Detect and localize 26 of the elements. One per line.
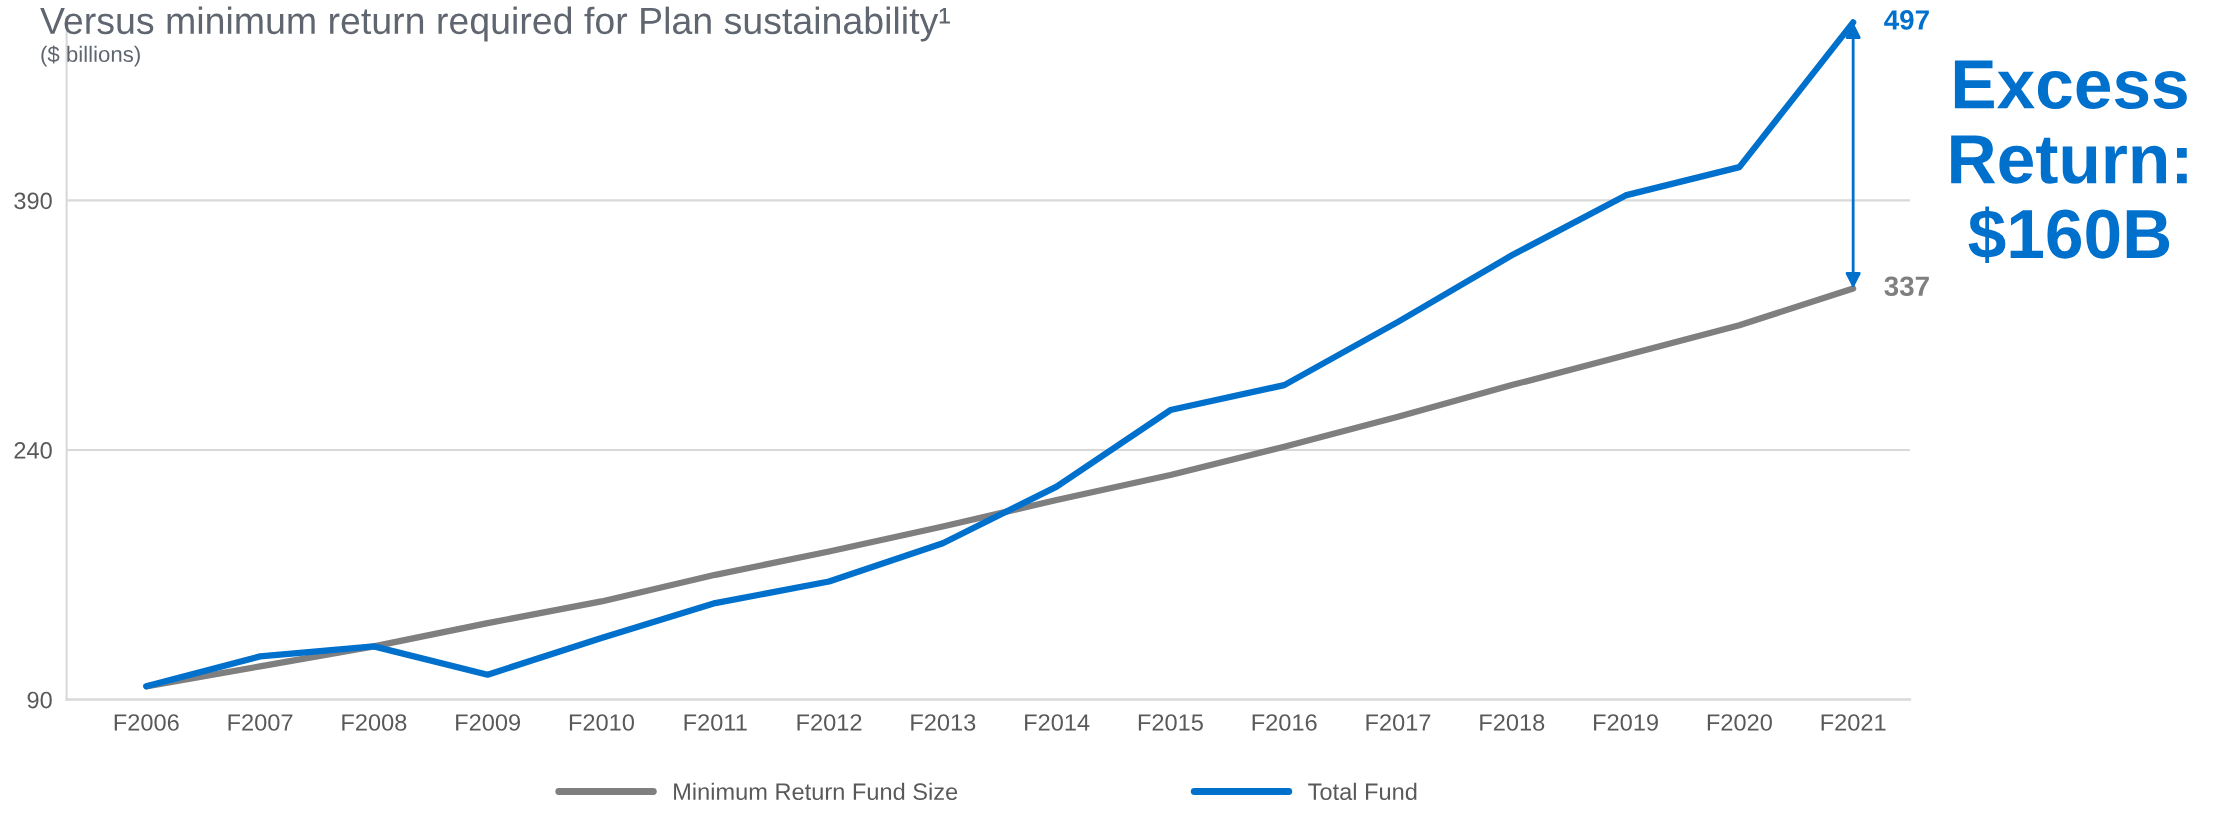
chart-title: Versus minimum return required for Plan sustainability¹ xyxy=(40,6,950,42)
data-label: 497 xyxy=(1884,10,1929,30)
x-tick-label: F2006 xyxy=(114,714,179,731)
y-tick-label: 390 xyxy=(14,192,52,210)
x-tick-label: F2007 xyxy=(228,714,293,731)
x-tick-label: F2021 xyxy=(1821,714,1886,731)
x-tick-label: F2011 xyxy=(684,714,747,731)
x-tick-label: F2017 xyxy=(1366,714,1431,731)
x-tick-label: F2012 xyxy=(797,714,862,731)
text: ($ billions) xyxy=(41,45,140,67)
x-tick-label: F2009 xyxy=(456,714,521,731)
x-tick-label: F2008 xyxy=(342,714,407,731)
x-tick-label: F2019 xyxy=(1594,714,1658,731)
x-tick-label: F2010 xyxy=(569,714,635,731)
x-tick-label: F2013 xyxy=(911,714,976,731)
x-tick-label: F2020 xyxy=(1707,714,1772,731)
legend-label: Total Fund xyxy=(1308,782,1417,801)
text: Excess Return: $160B xyxy=(1951,60,2187,264)
x-tick-label: F2015 xyxy=(1138,714,1203,731)
x-tick-label: F2016 xyxy=(1252,714,1317,731)
x-tick-label: F2014 xyxy=(1025,714,1090,731)
y-tick-label: 240 xyxy=(14,442,52,459)
y-tick-label: 90 xyxy=(27,691,52,709)
data-label: 337 xyxy=(1884,276,1929,297)
legend-label: Minimum Return Fund Size xyxy=(674,782,958,801)
x-tick-label: F2018 xyxy=(1480,714,1545,731)
